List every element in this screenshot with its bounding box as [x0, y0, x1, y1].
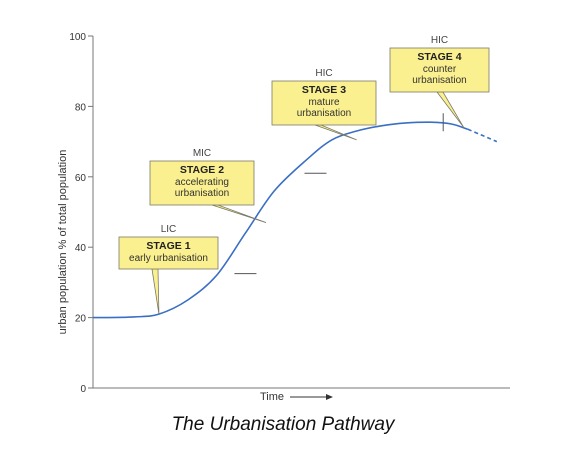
income-label: MIC: [193, 148, 211, 159]
stage-description: counter: [423, 64, 457, 75]
urbanisation-line: [92, 121, 469, 319]
stage-description: urbanisation: [175, 188, 229, 199]
time-arrow-head: [326, 394, 333, 400]
y-tick-label: 0: [80, 384, 86, 395]
annotation-box: [271, 80, 377, 126]
stage-markers: [234, 113, 444, 275]
income-label: LIC: [161, 224, 177, 235]
stage-description: early urbanisation: [129, 253, 208, 264]
stage-description: urbanisation: [297, 108, 351, 119]
y-tick-label: 80: [75, 102, 87, 113]
y-axis-label: urban population % of total population: [57, 150, 69, 335]
annotation-box: [389, 47, 490, 93]
stage-title: STAGE 4: [417, 51, 461, 63]
stage-description: urbanisation: [412, 75, 466, 86]
stage-title: STAGE 2: [180, 164, 224, 176]
projection-line: [467, 128, 498, 143]
y-ticks: 0 20 40 60 80 100: [69, 32, 93, 395]
stage-title: STAGE 1: [146, 240, 190, 252]
stage-description: accelerating: [175, 177, 229, 188]
stage-title: STAGE 3: [302, 84, 346, 96]
x-axis-label: Time: [260, 391, 284, 403]
figure-caption: The Urbanisation Pathway: [171, 414, 395, 435]
annotation-pointer: [151, 268, 160, 315]
time-arrow: [290, 394, 333, 400]
y-tick-label: 40: [75, 243, 87, 254]
urbanisation-curve: [92, 121, 498, 319]
income-label: HIC: [431, 35, 448, 46]
income-label: HIC: [315, 68, 332, 79]
y-tick-label: 20: [75, 314, 87, 325]
stage-description: mature: [308, 97, 340, 108]
annotation-box: [149, 160, 255, 206]
annotation-box: [118, 236, 219, 270]
y-tick-label: 60: [75, 173, 87, 184]
axes: [92, 36, 510, 389]
y-tick-label: 100: [69, 32, 86, 43]
